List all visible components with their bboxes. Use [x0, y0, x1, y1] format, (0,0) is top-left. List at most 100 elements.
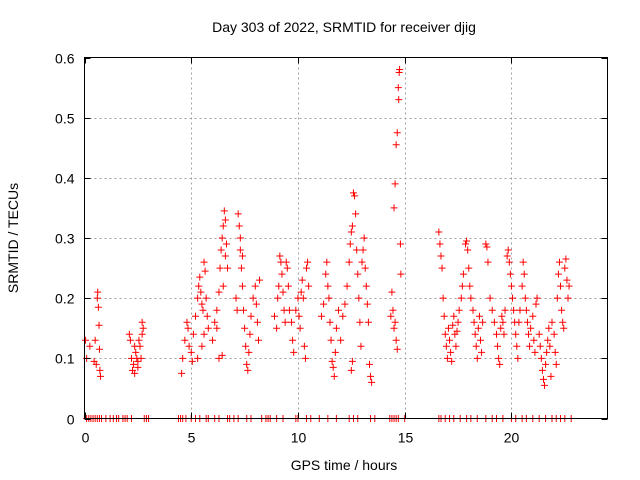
data-point	[303, 264, 311, 272]
data-point	[553, 294, 561, 302]
data-point	[244, 366, 252, 374]
y-tick-label: 0	[67, 412, 75, 428]
data-point	[327, 336, 335, 344]
data-point	[91, 336, 99, 344]
data-point	[437, 252, 445, 260]
data-point	[453, 327, 461, 335]
data-point	[243, 360, 251, 368]
data-point	[203, 312, 211, 320]
data-point	[391, 180, 399, 188]
data-point	[466, 282, 474, 290]
data-point	[529, 312, 537, 320]
data-point	[355, 294, 363, 302]
data-point	[531, 348, 539, 356]
data-point	[450, 312, 458, 320]
data-point	[523, 318, 531, 326]
data-point	[184, 324, 192, 332]
data-point	[444, 324, 452, 332]
data-point	[388, 288, 396, 296]
data-point	[563, 276, 571, 284]
data-point	[436, 240, 444, 248]
y-tick-label: 0.5	[55, 111, 75, 127]
data-point	[215, 354, 223, 362]
data-point	[442, 342, 450, 350]
data-point	[317, 312, 325, 320]
data-point	[200, 330, 208, 338]
data-point	[279, 288, 287, 296]
data-point	[471, 330, 479, 338]
data-point	[520, 270, 528, 278]
data-point	[300, 342, 308, 350]
data-point	[96, 366, 104, 374]
data-point	[282, 258, 290, 266]
data-point	[357, 342, 365, 350]
data-point	[328, 357, 336, 365]
data-point	[298, 276, 306, 284]
data-point	[565, 282, 573, 290]
data-point	[527, 324, 535, 332]
data-point	[341, 300, 349, 308]
data-point	[196, 273, 204, 281]
data-point	[362, 282, 370, 290]
data-point	[455, 306, 463, 314]
data-point	[275, 282, 283, 290]
data-point	[195, 282, 203, 290]
data-point	[504, 246, 512, 254]
data-point	[242, 342, 250, 350]
data-point	[238, 252, 246, 260]
data-point	[234, 210, 242, 218]
data-point	[94, 303, 102, 311]
data-point	[138, 330, 146, 338]
data-point	[537, 354, 545, 362]
data-point	[543, 348, 551, 356]
data-point	[284, 282, 292, 290]
data-point	[464, 246, 472, 254]
data-point	[503, 252, 511, 260]
data-point	[94, 288, 102, 296]
data-point	[185, 342, 193, 350]
data-point	[204, 324, 212, 332]
data-point	[332, 324, 340, 332]
data-point	[441, 330, 449, 338]
data-point	[364, 318, 372, 326]
data-point	[506, 270, 514, 278]
data-point	[514, 354, 522, 362]
data-point	[561, 264, 569, 272]
data-point	[97, 372, 105, 380]
data-point	[515, 318, 523, 326]
data-point	[134, 363, 142, 371]
data-point	[482, 240, 490, 248]
data-point	[217, 246, 225, 254]
data-point	[555, 258, 563, 266]
data-point	[331, 348, 339, 356]
data-point	[352, 210, 360, 218]
data-point	[447, 348, 455, 356]
data-point	[199, 306, 207, 314]
data-point	[233, 306, 241, 314]
data-point	[183, 318, 191, 326]
data-point	[181, 336, 189, 344]
data-point	[394, 84, 402, 92]
data-point	[359, 246, 367, 254]
data-point	[519, 258, 527, 266]
data-point	[532, 300, 540, 308]
data-point	[236, 246, 244, 254]
data-point	[202, 294, 210, 302]
data-point	[473, 354, 481, 362]
data-point	[452, 342, 460, 350]
data-point	[353, 246, 361, 254]
data-point	[438, 264, 446, 272]
data-points	[82, 66, 575, 422]
data-point	[221, 216, 229, 224]
data-point	[345, 258, 353, 266]
data-point	[463, 237, 471, 245]
data-point	[324, 282, 332, 290]
data-point	[245, 348, 253, 356]
data-point	[526, 342, 534, 350]
data-point	[395, 96, 403, 104]
data-point	[276, 252, 284, 260]
data-point	[86, 342, 94, 350]
data-point	[470, 318, 478, 326]
data-point	[240, 306, 248, 314]
data-point	[188, 357, 196, 365]
